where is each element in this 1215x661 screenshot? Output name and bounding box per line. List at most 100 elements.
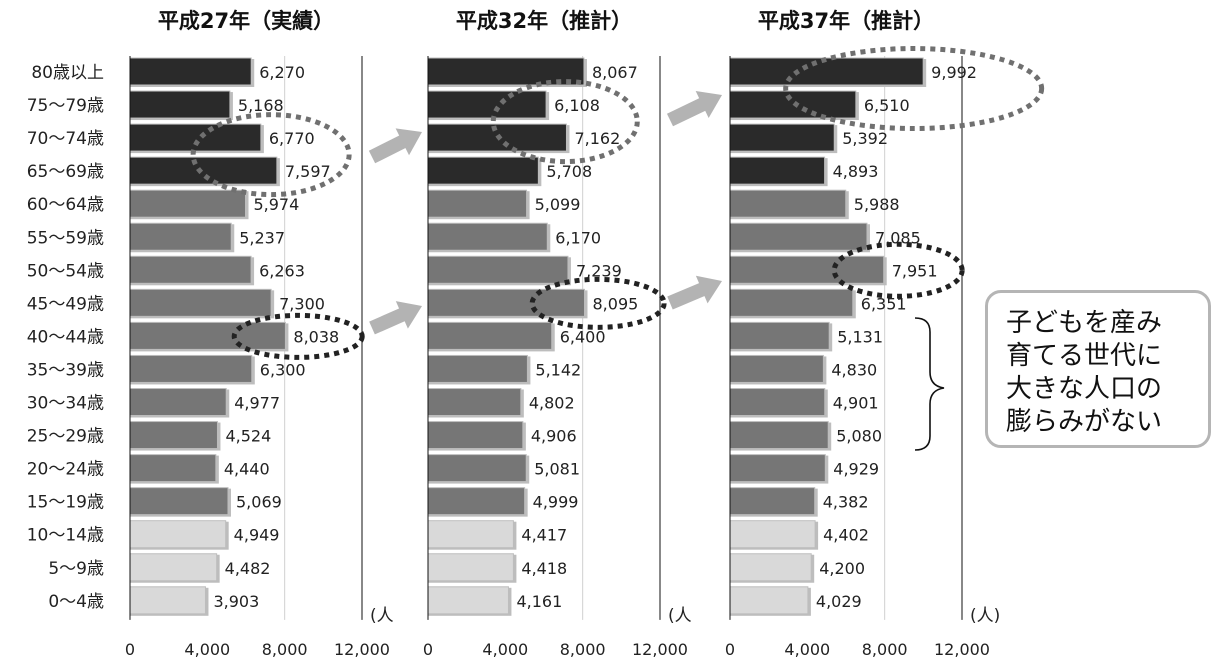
bar [129,487,229,516]
chart-title: 平成27年（実績） [158,9,334,33]
category-label: 10～14歳 [27,526,104,546]
category-label: 5～9歳 [48,559,104,579]
value-label: 5,708 [546,162,592,181]
bar [729,520,816,549]
value-label: 3,903 [213,592,259,611]
value-label: 4,482 [225,559,271,578]
bar [729,586,809,615]
bar [427,454,527,483]
value-label: 8,038 [293,327,339,346]
bar [129,520,227,549]
bar [129,156,278,185]
x-tick-label: 4,000 [784,640,830,659]
value-label: 4,161 [516,592,562,611]
arrow-shaft [368,133,410,164]
category-label: 40～44歳 [27,327,104,347]
bar [129,288,272,317]
bar [129,123,262,152]
bar [729,421,829,450]
value-label: 6,770 [269,129,315,148]
value-label: 4,901 [833,394,879,413]
x-tick-label: 8,000 [560,640,606,659]
category-label: 30～34歳 [27,394,104,414]
callout-line-1: 子どもを産み [1006,308,1163,338]
bar [729,255,885,284]
value-label: 4,382 [823,493,869,512]
value-label: 4,418 [521,559,567,578]
value-label: 5,237 [239,228,285,247]
value-label: 6,170 [555,228,601,247]
bar [129,90,231,119]
bar [729,288,854,317]
bar [729,189,847,218]
category-label: 15～19歳 [27,493,104,513]
value-label: 4,802 [529,394,575,413]
callout-line-3: 大きな人口の [1006,374,1163,404]
value-label: 5,974 [253,195,299,214]
bar [427,553,514,582]
value-label: 4,906 [531,427,577,446]
category-label: 70～74歳 [27,129,104,149]
bar [129,255,252,284]
value-label: 6,263 [259,261,305,280]
bar [729,487,816,516]
value-label: 5,099 [535,195,581,214]
callout-line-4: 膨らみがない [1006,407,1163,437]
category-label: 80歳以上 [31,63,104,83]
unit-label: (人 [668,606,692,626]
value-label: 4,029 [816,592,862,611]
value-label: 4,929 [833,460,879,479]
x-tick-label: 8,000 [262,640,308,659]
group-ellipse-2 [490,79,640,165]
bar [427,354,528,383]
highlight-ellipse-1 [231,312,365,360]
bar [129,421,218,450]
value-label: 6,108 [554,96,600,115]
value-label: 4,440 [224,460,270,479]
bar [129,553,218,582]
value-label: 6,270 [259,63,305,82]
bar [729,553,812,582]
category-label: 25～29歳 [27,427,104,447]
category-label: 60～64歳 [27,195,104,215]
arrow-head [695,91,723,119]
value-label: 4,977 [234,394,280,413]
category-label: 20～24歳 [27,460,104,480]
value-label: 4,830 [831,360,877,379]
value-label: 4,200 [819,559,865,578]
bar [427,321,553,350]
bar [729,354,824,383]
bar [129,321,286,350]
x-tick-label: 0 [725,640,735,659]
bar [729,222,868,251]
bar [729,57,924,86]
bar [729,156,826,185]
value-label: 4,417 [521,526,567,545]
value-label: 5,392 [842,129,888,148]
category-label: 55～59歳 [27,228,104,248]
value-label: 4,999 [533,493,579,512]
value-label: 8,095 [593,294,639,313]
group-ellipse-3 [783,46,1045,132]
group-ellipse-1 [190,112,352,198]
value-label: 8,067 [592,63,638,82]
highlight-ellipse-3 [831,241,965,299]
arrow-shaft [369,306,409,335]
bar [729,321,830,350]
chart-title: 平成37年（推計） [758,9,934,33]
x-tick-label: 12,000 [632,640,688,659]
value-label: 7,951 [892,261,938,280]
value-label: 5,131 [837,327,883,346]
category-label: 35～39歳 [27,360,104,380]
x-tick-label: 0 [125,640,135,659]
value-label: 6,510 [864,96,910,115]
x-tick-label: 4,000 [482,640,528,659]
category-label: 45～49歳 [27,294,104,314]
callout-line-2: 育てる世代に [1006,341,1163,371]
bar [427,388,522,416]
bar [129,189,246,218]
category-label: 0～4歳 [48,592,104,612]
value-label: 5,142 [535,360,581,379]
bar [427,222,548,251]
arrow-shaft [667,281,709,310]
